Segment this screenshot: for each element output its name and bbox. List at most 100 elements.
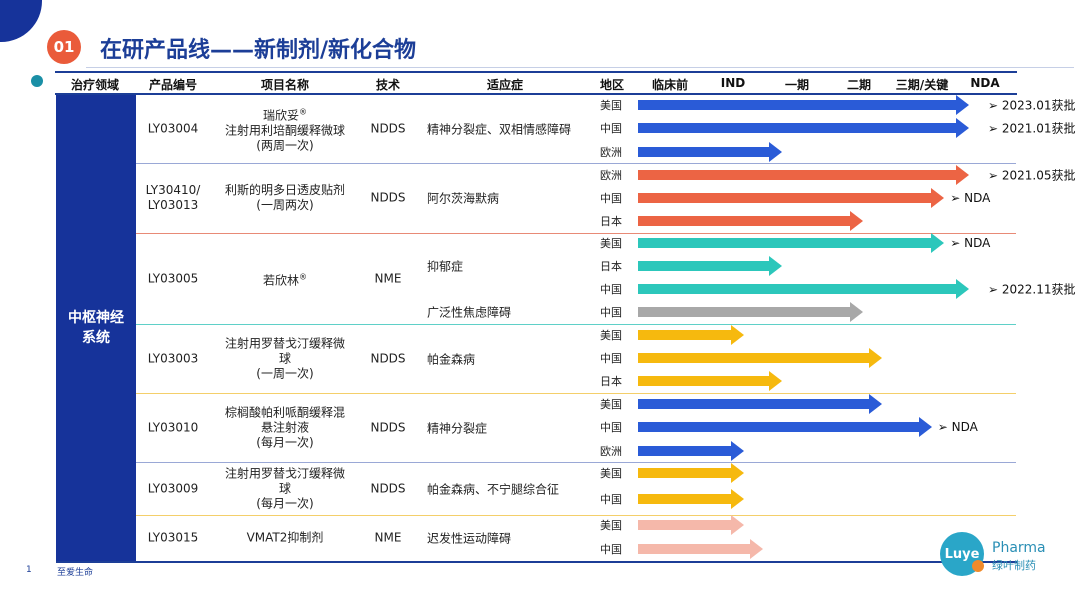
indication: 迟发性运动障碍 xyxy=(427,531,512,546)
region-label: 日本 xyxy=(600,375,622,388)
technology: NDDS xyxy=(370,481,406,495)
header-ind: IND xyxy=(720,76,746,90)
progress-arrow-shaft xyxy=(638,147,770,157)
progress-arrow-head xyxy=(931,233,945,253)
region-label: 美国 xyxy=(600,99,622,112)
project-name: 瑞欣妥® 注射用利培酮缓释微球 (两周一次) xyxy=(224,107,346,153)
progress-arrow-shaft xyxy=(638,494,733,504)
milestone-note: ➢ NDA xyxy=(937,420,978,434)
indication: 精神分裂症 xyxy=(427,421,488,435)
progress-arrow-shaft xyxy=(638,307,851,317)
product-code: LY03003 xyxy=(147,351,199,365)
technology: NDDS xyxy=(370,351,406,365)
header-therapy: 治疗领域 xyxy=(70,78,120,92)
progress-arrow xyxy=(638,539,763,559)
region-label: 美国 xyxy=(600,519,622,532)
indication: 阿尔茨海默病 xyxy=(427,191,500,206)
milestone-note: ➢ NDA xyxy=(950,191,991,205)
progress-arrow-shaft xyxy=(638,520,733,530)
technology: NDDS xyxy=(370,190,406,205)
progress-arrow xyxy=(638,463,745,483)
progress-arrow-shaft xyxy=(638,544,751,554)
header-phase1: 一期 xyxy=(784,78,810,92)
region-label: 中国 xyxy=(600,122,622,135)
technology: NME xyxy=(374,530,402,545)
logo-accent-dot xyxy=(972,560,984,572)
milestone-note: ➢ 2023.01获批 xyxy=(988,98,1076,113)
progress-arrow xyxy=(638,95,970,115)
progress-arrow xyxy=(638,417,932,437)
progress-arrow-shaft xyxy=(638,284,958,294)
progress-arrow xyxy=(638,515,745,535)
progress-arrow-shaft xyxy=(638,399,870,409)
indication: 抑郁症 xyxy=(427,259,464,274)
progress-arrow xyxy=(638,371,782,391)
progress-arrow-head xyxy=(868,348,882,368)
progress-arrow-shaft xyxy=(638,330,733,340)
brand-name-en: Pharma xyxy=(992,540,1046,556)
region-label: 中国 xyxy=(600,192,622,205)
page-title: 在研产品线——新制剂/新化合物 xyxy=(100,38,417,63)
technology: NDDS xyxy=(370,420,406,434)
progress-arrow-head xyxy=(931,188,945,208)
progress-arrow xyxy=(638,165,970,185)
progress-arrow-shaft xyxy=(638,123,958,133)
progress-arrow xyxy=(638,348,882,368)
corner-decoration xyxy=(0,0,42,42)
progress-arrow-head xyxy=(768,256,782,276)
region-label: 中国 xyxy=(600,543,622,556)
header-preclinical: 临床前 xyxy=(651,78,689,92)
product-code: LY03005 xyxy=(147,271,199,285)
region-label: 中国 xyxy=(600,493,622,506)
product-code: LY03010 xyxy=(147,420,199,434)
region-label: 美国 xyxy=(600,398,622,411)
progress-arrow-head xyxy=(956,279,970,299)
progress-arrow xyxy=(638,211,863,231)
project-name: 利斯的明多日透皮贴剂 (一周两次) xyxy=(224,183,346,212)
progress-arrow xyxy=(638,441,745,461)
region-label: 中国 xyxy=(600,352,622,365)
section-number-badge: 01 xyxy=(47,30,81,64)
logo-text: Luye xyxy=(944,546,980,562)
title-divider xyxy=(86,67,1074,68)
progress-arrow-shaft xyxy=(638,238,933,248)
project-name: 注射用罗替戈汀缓释微球 (每月一次) xyxy=(224,466,346,510)
header-bottom-rule xyxy=(55,93,1017,95)
region-label: 日本 xyxy=(600,215,622,228)
row-separator xyxy=(136,233,1016,234)
header-nda: NDA xyxy=(970,76,1000,90)
progress-arrow-shaft xyxy=(638,170,958,180)
product-code: LY03004 xyxy=(147,121,199,136)
product-code: LY03015 xyxy=(147,530,199,545)
progress-arrow-head xyxy=(731,489,745,509)
progress-arrow xyxy=(638,489,745,509)
progress-arrow-head xyxy=(750,539,763,559)
header-region: 地区 xyxy=(599,78,625,92)
project-name: 注射用罗替戈汀缓释微球 (一周一次) xyxy=(224,336,346,380)
progress-arrow xyxy=(638,394,882,414)
technology: NME xyxy=(374,271,402,285)
region-label: 美国 xyxy=(600,329,622,342)
progress-arrow-head xyxy=(956,118,970,138)
header-indication: 适应症 xyxy=(486,78,524,92)
progress-arrow-head xyxy=(768,142,782,162)
progress-arrow-head xyxy=(768,371,782,391)
header-phase3: 三期/关键 xyxy=(895,78,949,92)
brand-name-cn: 绿叶制药 xyxy=(992,559,1036,572)
therapy-area-cell: 中枢神经 系统 xyxy=(56,95,136,561)
progress-arrow xyxy=(638,256,782,276)
project-name: 棕榈酸帕利哌酮缓释混 悬注射液 (每月一次) xyxy=(224,405,346,449)
region-label: 欧洲 xyxy=(600,445,622,458)
progress-arrow-shaft xyxy=(638,446,733,456)
product-code: LY03009 xyxy=(147,481,199,495)
progress-arrow-head xyxy=(850,211,863,231)
progress-arrow-shaft xyxy=(638,216,851,226)
region-label: 欧洲 xyxy=(600,146,622,159)
region-label: 中国 xyxy=(600,306,622,319)
region-label: 日本 xyxy=(600,260,622,273)
indication: 广泛性焦虑障碍 xyxy=(427,305,512,320)
milestone-note: ➢ 2021.05获批 xyxy=(988,168,1076,183)
progress-arrow-head xyxy=(731,325,745,345)
indication: 帕金森病 xyxy=(427,352,476,366)
product-code: LY30410/LY03013 xyxy=(145,183,201,212)
